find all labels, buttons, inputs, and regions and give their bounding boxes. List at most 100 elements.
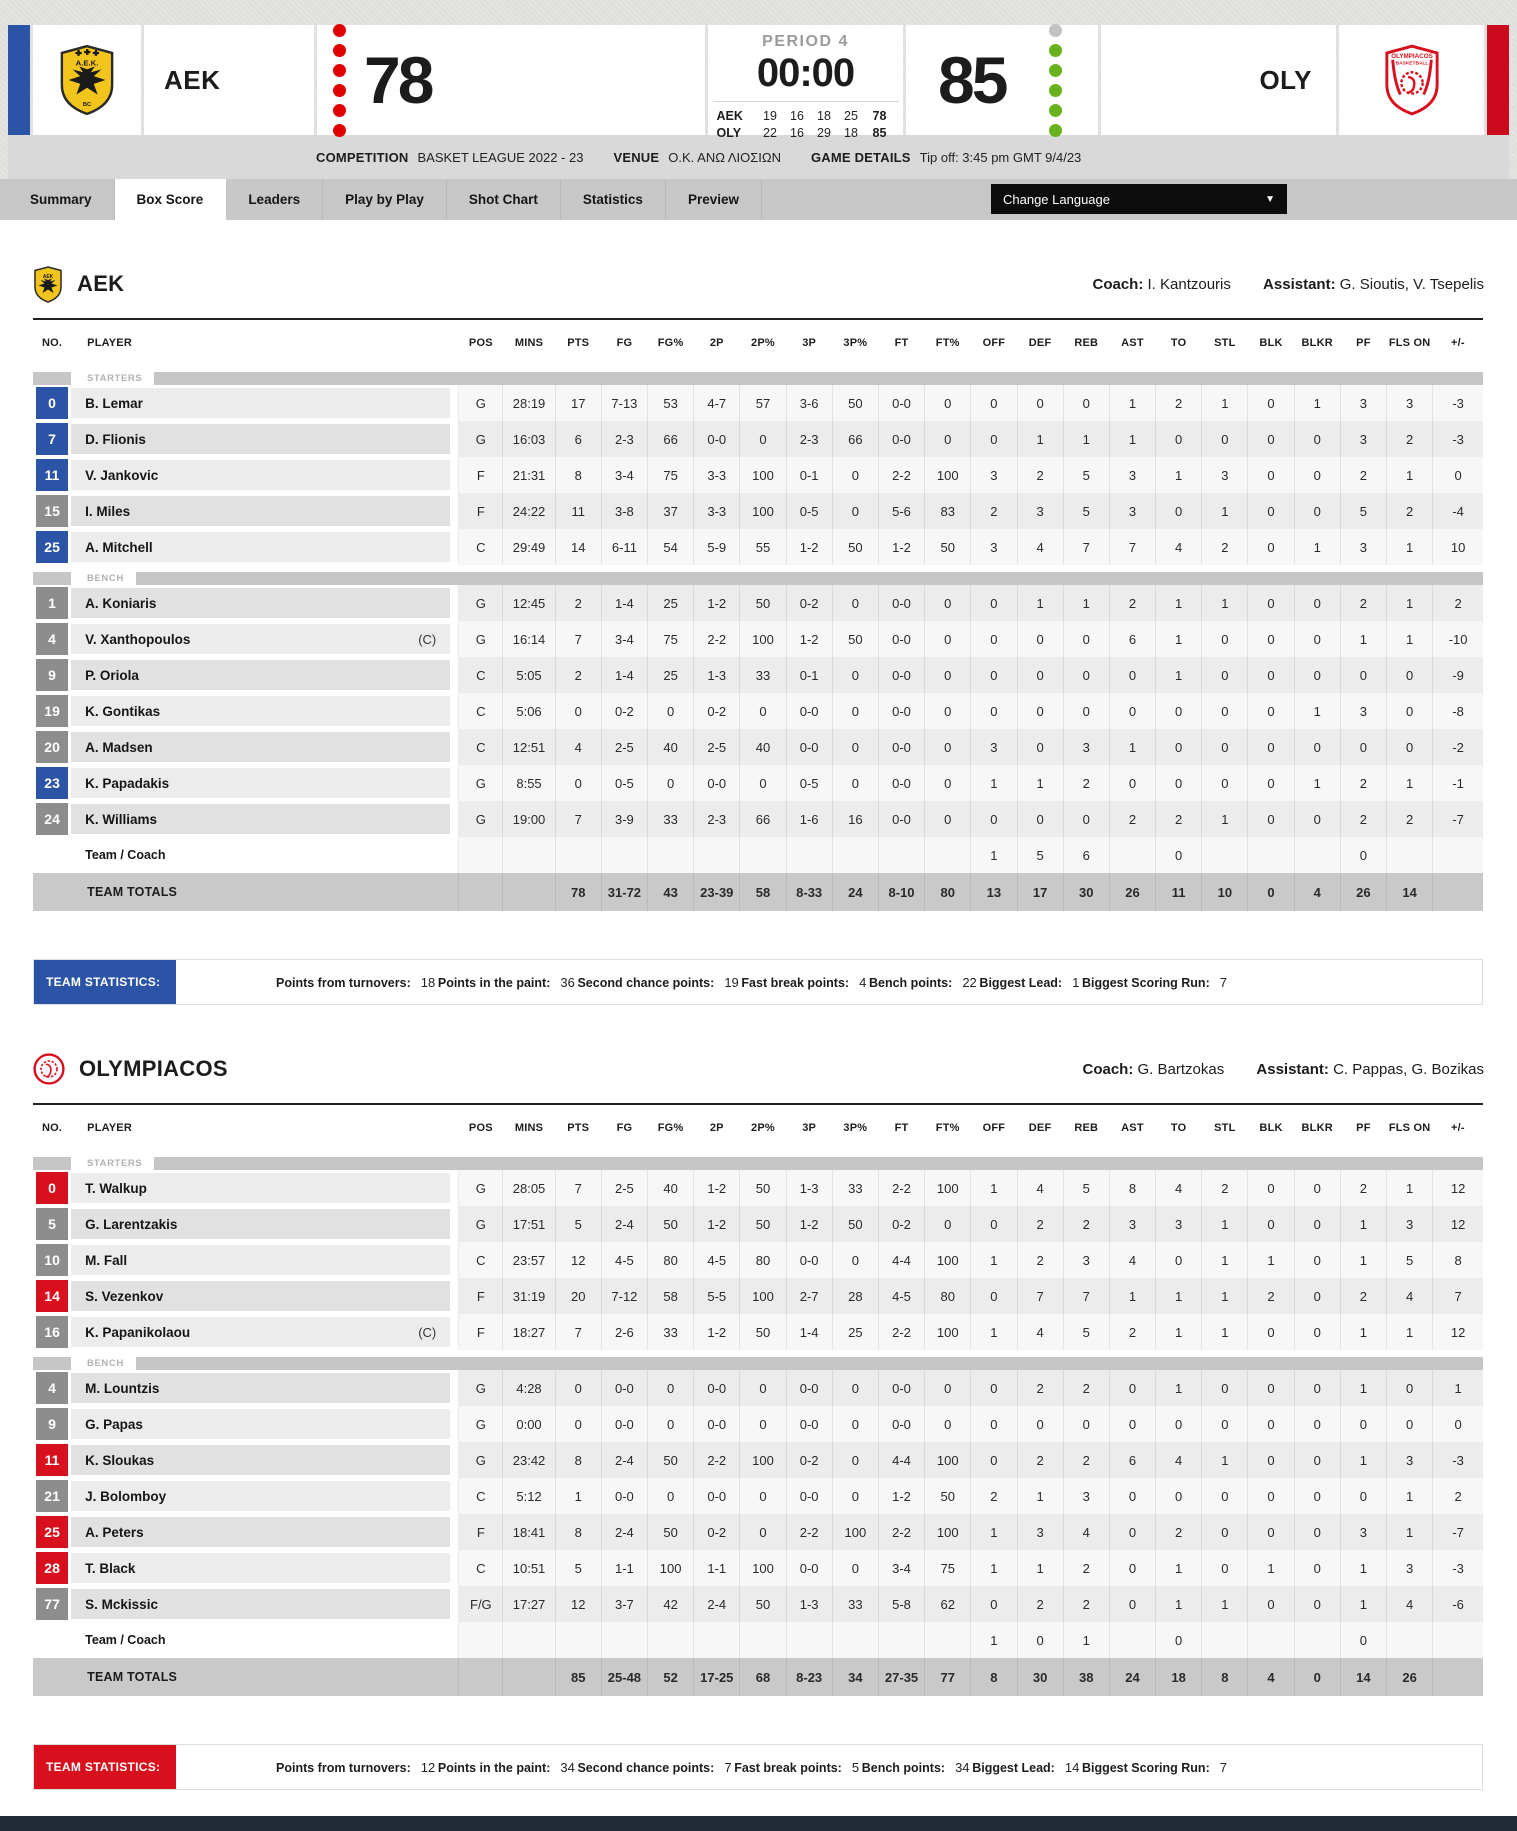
stat-cell: 0 [1155, 1622, 1202, 1658]
column-header: 3P% [832, 319, 879, 365]
stat-cell: 100 [924, 1314, 971, 1350]
stat-cell: 24:22 [502, 493, 556, 529]
stat-cell: 0 [1016, 729, 1064, 765]
team-stat-value: 18 [420, 974, 436, 990]
away-team-statistics-bar: TEAM STATISTICS: Points from turnovers: 12… [33, 1744, 1483, 1790]
stat-cell: 1 [1155, 1586, 1202, 1622]
stat-cell: 2-3 [600, 421, 648, 457]
section-label: STARTERS [87, 1157, 143, 1169]
player-row: 9 P. Oriola C 5:05 2 1-4 25 1-3 33 0-1 0 0-0 0 0 0 0 0 1 0… [33, 657, 1483, 693]
stat-cell [831, 837, 879, 873]
stat-cell: 17:51 [502, 1206, 556, 1242]
stat-cell: 5 [1062, 457, 1110, 493]
stat-cell: 0 [1247, 693, 1295, 729]
stat-cell: 0 [831, 657, 879, 693]
player-number-badge: 16 [36, 1316, 69, 1348]
team-coach-label: Team / Coach [85, 1633, 166, 1647]
column-header: OFF [970, 319, 1017, 365]
stat-cell: 100 [924, 1170, 971, 1206]
stat-cell: 0 [831, 1478, 879, 1514]
home-team-name: AEK [77, 271, 125, 296]
stat-cell: 50 [739, 1586, 787, 1622]
totals-cell: 78 [554, 873, 602, 911]
tab-box-score[interactable]: Box Score [114, 179, 227, 220]
player-name: A. Mitchell [85, 539, 153, 555]
stat-cell: 16:14 [502, 621, 556, 657]
stat-cell: 1 [970, 1622, 1017, 1658]
totals-cell: 14 [1385, 873, 1433, 911]
player-row: 1 A. Koniaris G 12:45 2 1-4 25 1-2 50 0-2 0 0-0 0 0 1 1… [33, 585, 1483, 621]
stat-cell: G [458, 1442, 503, 1478]
team-stat-label: Fast break points: [734, 1760, 842, 1775]
stat-cell: 0 [970, 421, 1017, 457]
stat-cell: 1 [1108, 1278, 1156, 1314]
stat-cell: 0 [1293, 1586, 1341, 1622]
stat-cell: 28:19 [502, 385, 556, 421]
stat-cell: 0 [1247, 457, 1295, 493]
stat-cell: G [458, 1370, 503, 1406]
player-row: 25 A. Peters F 18:41 8 2-4 50 0-2 0 2-2 100 2-2 100 1… [33, 1514, 1483, 1550]
stat-cell: 0 [1155, 729, 1202, 765]
stat-cell: G [458, 585, 503, 621]
stat-cell: 1 [1016, 765, 1064, 801]
stat-cell: 1 [1108, 385, 1156, 421]
stat-cell: 5-6 [877, 493, 925, 529]
coach-name: I. Kantzouris [1147, 275, 1231, 293]
stat-cell: 0 [831, 1242, 879, 1278]
stat-cell: 0 [831, 457, 879, 493]
player-name: M. Lountzis [85, 1380, 160, 1396]
stat-cell: 3 [1339, 1514, 1387, 1550]
team-stat-label: Points in the paint: [437, 1760, 551, 1775]
stat-cell: 2-5 [693, 729, 740, 765]
column-header: AST [1109, 1104, 1156, 1150]
stat-cell: 4 [1385, 1586, 1433, 1622]
stat-cell: 40 [739, 729, 787, 765]
stat-cell: 0 [970, 657, 1017, 693]
stat-cell: 2 [1062, 1206, 1110, 1242]
stat-cell: 3 [970, 457, 1017, 493]
team-stat-value: 7 [724, 1759, 732, 1775]
player-row: 16 K. Papanikolaou (C) F 18:27 7 2-6 33 1-2 50 1-4… [33, 1314, 1483, 1350]
stat-cell: 0 [739, 1514, 787, 1550]
tab-statistics[interactable]: Statistics [561, 179, 666, 220]
stat-cell [693, 1622, 740, 1658]
tab-summary[interactable]: Summary [8, 179, 115, 220]
info-item: VENUE Ο.Κ. ΑΝΩ ΛΙΟΣΙΩΝ [613, 150, 781, 165]
player-name: J. Bolomboy [85, 1488, 167, 1504]
team-stat-label: Second chance points: [577, 1760, 715, 1775]
stat-cell: 0 [739, 421, 787, 457]
tab-preview[interactable]: Preview [666, 179, 762, 220]
stat-cell: 0 [1247, 1370, 1295, 1406]
indicator-dot [1049, 123, 1063, 137]
stat-cell: 5 [1339, 493, 1387, 529]
totals-cell: 14 [1339, 1658, 1387, 1696]
stat-cell: 0 [1016, 801, 1064, 837]
tab-shot-chart[interactable]: Shot Chart [447, 179, 561, 220]
totals-cell: 18 [1155, 1658, 1202, 1696]
stat-cell [785, 837, 833, 873]
home-team-code: AEK [164, 64, 221, 95]
stat-cell: 5:05 [502, 657, 556, 693]
stat-cell [502, 1622, 556, 1658]
tab-play-by-play[interactable]: Play by Play [323, 179, 447, 220]
player-name: M. Fall [85, 1252, 128, 1268]
stat-cell: 2-2 [877, 1314, 925, 1350]
stat-cell: 0 [1062, 657, 1110, 693]
stat-cell: 0 [1247, 529, 1295, 565]
tab-leaders[interactable]: Leaders [226, 179, 324, 220]
stat-cell: 0-0 [877, 693, 925, 729]
column-header: FLS ON [1386, 319, 1433, 365]
change-language-select[interactable]: Change Language ▼ [991, 184, 1287, 214]
stat-cell [502, 837, 556, 873]
stat-cell: 0 [1108, 765, 1156, 801]
player-number-badge: 11 [36, 459, 69, 491]
stat-cell: 0 [970, 1442, 1017, 1478]
aek-logo-small: ΑΕΚ [33, 265, 63, 303]
linescore-quarter-score: 22 [763, 126, 777, 140]
player-number-badge: 10 [36, 1244, 69, 1276]
stat-cell: 2-5 [600, 729, 648, 765]
stat-cell: 0 [1016, 385, 1064, 421]
stat-cell: -4 [1432, 493, 1483, 529]
stat-cell: 0 [1108, 1550, 1156, 1586]
stat-cell: 6 [1108, 621, 1156, 657]
